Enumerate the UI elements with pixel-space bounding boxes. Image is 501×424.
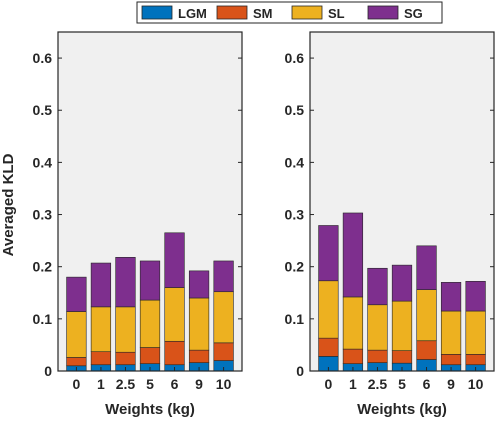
x-tick-label-10: 10 <box>468 376 484 392</box>
bar-sg-2.5 <box>367 267 388 306</box>
bar-sm-10 <box>465 354 486 366</box>
bar-sg-9 <box>188 270 210 299</box>
x-tick-label-9: 9 <box>447 376 455 392</box>
legend-box <box>136 1 443 24</box>
bar-sg-0 <box>66 276 87 312</box>
bar-sl-2.5 <box>115 306 136 353</box>
y-tick-label-1: 0.1 <box>285 311 305 327</box>
legend-swatch-lgm <box>141 5 173 20</box>
bar-sm-10 <box>213 342 234 361</box>
x-tick-label-0: 0 <box>73 376 81 392</box>
bar-sm-9 <box>440 354 462 366</box>
y-tick-label-3: 0.3 <box>33 207 53 223</box>
y-tick-label-6: 0.6 <box>33 50 53 66</box>
y-axis-label: Averaged KLD <box>0 153 17 256</box>
bar-sl-0 <box>318 280 339 339</box>
bar-sm-6 <box>416 340 437 360</box>
bar-sl-0 <box>66 311 87 358</box>
bar-sm-6 <box>164 340 185 366</box>
y-tick-label-0: 0 <box>44 363 52 379</box>
y-tick-label-0: 0 <box>296 363 304 379</box>
legend-label-sm: SM <box>253 6 273 21</box>
bar-sm-0 <box>318 337 339 357</box>
y-tick-label-4: 0.4 <box>285 154 305 170</box>
bar-sg-0 <box>318 225 339 282</box>
bar-sm-5 <box>139 347 161 364</box>
y-tick-label-1: 0.1 <box>33 311 53 327</box>
legend-swatch-sm <box>216 5 248 20</box>
y-tick-label-6: 0.6 <box>285 50 305 66</box>
x-tick-label-1: 1 <box>349 376 357 392</box>
bar-sm-9 <box>188 349 210 363</box>
x-tick-label-2.5: 2.5 <box>116 376 136 392</box>
legend-label-lgm: LGM <box>178 6 207 21</box>
bar-sl-6 <box>164 287 185 342</box>
bar-sl-1 <box>90 306 112 353</box>
bar-sm-1 <box>342 348 364 364</box>
y-tick-label-2: 0.2 <box>33 259 53 275</box>
bar-sl-2.5 <box>367 304 388 351</box>
x-tick-label-10: 10 <box>216 376 232 392</box>
bar-sg-6 <box>164 232 185 288</box>
y-tick-label-4: 0.4 <box>33 154 53 170</box>
legend-swatch-sg <box>367 5 399 20</box>
bar-sg-10 <box>465 280 486 312</box>
x-tick-label-5: 5 <box>146 376 154 392</box>
y-tick-label-3: 0.3 <box>285 207 305 223</box>
bar-sm-5 <box>391 350 413 364</box>
bar-sl-5 <box>139 299 161 348</box>
x-axis-label: Weights (kg) <box>105 401 195 418</box>
bar-sm-0 <box>66 357 87 367</box>
bar-sl-10 <box>465 310 486 355</box>
bar-sg-5 <box>391 264 413 302</box>
legend: LGM SM SL SG <box>136 1 443 24</box>
bar-sg-6 <box>416 245 437 290</box>
bar-sl-9 <box>440 310 462 355</box>
bar-sl-5 <box>391 300 413 351</box>
bar-sm-1 <box>90 351 112 366</box>
x-tick-label-0: 0 <box>325 376 333 392</box>
x-tick-label-6: 6 <box>423 376 431 392</box>
axes-frame-0 <box>57 31 243 372</box>
bar-sl-6 <box>416 289 437 342</box>
x-tick-label-2.5: 2.5 <box>368 376 388 392</box>
x-tick-label-5: 5 <box>398 376 406 392</box>
axes-frame-1 <box>309 31 495 372</box>
bar-sg-5 <box>139 260 161 301</box>
bar-sl-10 <box>213 291 234 344</box>
x-axis-label: Weights (kg) <box>357 401 447 418</box>
y-tick-label-5: 0.5 <box>33 102 53 118</box>
bar-sl-9 <box>188 297 210 351</box>
y-tick-label-5: 0.5 <box>285 102 305 118</box>
x-tick-label-6: 6 <box>171 376 179 392</box>
bar-sm-2.5 <box>367 349 388 363</box>
legend-label-sg: SG <box>404 6 423 21</box>
bar-sl-1 <box>342 296 364 350</box>
bar-sg-1 <box>90 262 112 308</box>
bar-sg-9 <box>440 282 462 312</box>
legend-swatch-sl <box>291 5 323 20</box>
y-tick-label-2: 0.2 <box>285 259 305 275</box>
bar-sg-2.5 <box>115 257 136 308</box>
bar-sg-1 <box>342 212 364 298</box>
bar-sg-10 <box>213 260 234 293</box>
bar-sm-2.5 <box>115 351 136 366</box>
legend-label-sl: SL <box>328 6 345 21</box>
x-tick-label-9: 9 <box>195 376 203 392</box>
x-tick-label-1: 1 <box>97 376 105 392</box>
